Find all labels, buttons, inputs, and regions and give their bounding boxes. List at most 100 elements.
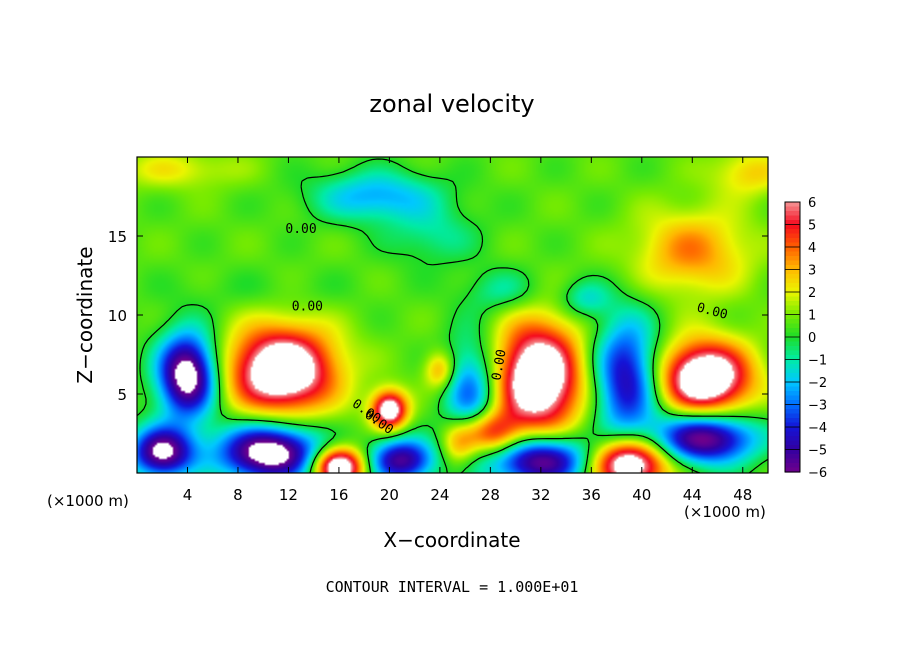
- colorbar-swatch: [785, 368, 800, 374]
- colorbar-swatch: [785, 409, 800, 415]
- colorbar-swatch: [785, 220, 800, 226]
- colorbar-swatch: [785, 296, 800, 302]
- colorbar-swatch: [785, 278, 800, 284]
- colorbar-swatch: [785, 247, 800, 253]
- colorbar-swatch: [785, 260, 800, 266]
- x-tick-label: 40: [632, 486, 651, 504]
- colorbar-swatch: [785, 224, 800, 230]
- colorbar-swatch: [785, 364, 800, 370]
- x-tick-label: 16: [329, 486, 348, 504]
- colorbar-tick-label: 0: [808, 331, 816, 346]
- colorbar-swatch: [785, 319, 800, 325]
- colorbar-swatch: [785, 274, 800, 280]
- colorbar-swatch: [785, 283, 800, 289]
- velocity-heatmap: [137, 157, 768, 473]
- y-tick-label: 15: [108, 228, 127, 246]
- colorbar-tick-label: −5: [808, 444, 827, 459]
- colorbar-swatch: [785, 233, 800, 239]
- colorbar-tick-label: 1: [808, 309, 816, 324]
- colorbar-swatch: [785, 256, 800, 262]
- colorbar: 6 5 4 3 2 1 0 −1 −2 −3 −4 −5 −6: [784, 196, 827, 481]
- x-tick-label: 4: [183, 486, 193, 504]
- colorbar-swatch: [785, 238, 800, 244]
- zero-contours: [137, 158, 768, 473]
- colorbar-swatch: [785, 463, 800, 469]
- colorbar-swatch: [785, 454, 800, 460]
- colorbar-swatch: [785, 301, 800, 307]
- colorbar-swatch: [785, 377, 800, 383]
- colorbar-swatch: [785, 310, 800, 316]
- colorbar-tick-label: −1: [808, 354, 827, 369]
- y-tick-label: 10: [108, 307, 127, 325]
- x-tick-label: 8: [233, 486, 243, 504]
- colorbar-swatch: [785, 373, 800, 379]
- x-tick-label: 36: [582, 486, 601, 504]
- colorbar-swatch: [785, 265, 800, 271]
- contour-label: 0.00: [489, 348, 509, 381]
- colorbar-swatch: [785, 206, 800, 212]
- colorbar-swatch: [785, 215, 800, 221]
- colorbar-swatch: [785, 346, 800, 352]
- x-tick-label: 28: [481, 486, 500, 504]
- colorbar-tick-label: −6: [808, 466, 827, 481]
- colorbar-tick-label: 4: [808, 241, 816, 256]
- colorbar-swatch: [785, 202, 800, 208]
- colorbar-swatch: [785, 413, 800, 419]
- y-tick-label: 5: [117, 386, 127, 404]
- colorbar-tick-label: 5: [808, 219, 816, 234]
- x-tick-label: 12: [279, 486, 298, 504]
- colorbar-swatch: [785, 436, 800, 442]
- colorbar-swatch: [785, 328, 800, 334]
- colorbar-swatch: [785, 427, 800, 433]
- colorbar-swatch: [785, 404, 800, 410]
- colorbar-swatch: [785, 323, 800, 329]
- x-axis-label: X−coordinate: [383, 528, 520, 552]
- colorbar-swatch: [785, 251, 800, 257]
- x-axis-ticks: 4 8 12 16 20 24 28 32 36 40 44 48: [183, 157, 752, 504]
- colorbar-swatch: [785, 440, 800, 446]
- colorbar-swatch: [785, 359, 800, 365]
- colorbar-swatch: [785, 314, 800, 320]
- x-tick-label: 48: [733, 486, 752, 504]
- y-axis-label: Z−coordinate: [73, 246, 97, 383]
- contour-label: 0.00: [285, 222, 316, 237]
- colorbar-swatch: [785, 229, 800, 235]
- colorbar-swatch: [785, 211, 800, 217]
- colorbar-swatch: [785, 337, 800, 343]
- zero-contour-line: [137, 158, 768, 473]
- x-tick-label: 24: [430, 486, 449, 504]
- colorbar-swatch: [785, 467, 800, 473]
- colorbar-tick-label: 3: [808, 264, 816, 279]
- colorbar-swatch: [785, 350, 800, 356]
- colorbar-swatch: [785, 400, 800, 406]
- colorbar-tick-label: 2: [808, 286, 816, 301]
- colorbar-swatch: [785, 395, 800, 401]
- colorbar-tick-label: 6: [808, 196, 816, 211]
- colorbar-swatch: [785, 269, 800, 275]
- colorbar-tick-label: −2: [808, 376, 827, 391]
- colorbar-swatch: [785, 242, 800, 248]
- x-tick-label: 44: [683, 486, 702, 504]
- x-tick-label: 20: [380, 486, 399, 504]
- colorbar-swatch: [785, 431, 800, 437]
- colorbar-swatch: [785, 355, 800, 361]
- colorbar-swatch: [785, 382, 800, 388]
- colorbar-swatch: [785, 386, 800, 392]
- plot-area: [137, 157, 768, 473]
- colorbar-swatch: [785, 458, 800, 464]
- colorbar-swatch: [785, 449, 800, 455]
- colorbar-swatch: [785, 305, 800, 311]
- colorbar-swatch: [785, 287, 800, 293]
- colorbar-tick-label: −3: [808, 399, 827, 414]
- colorbar-swatch: [785, 341, 800, 347]
- colorbar-swatch: [785, 422, 800, 428]
- colorbar-swatch: [785, 445, 800, 451]
- colorbar-swatch: [785, 391, 800, 397]
- x-unit-right: (×1000 m): [684, 503, 766, 521]
- contour-label: 0.00: [292, 299, 323, 314]
- x-unit-left: (×1000 m): [47, 492, 129, 510]
- y-axis-ticks: 5 10 15: [108, 228, 768, 404]
- colorbar-swatch: [785, 292, 800, 298]
- x-tick-label: 32: [531, 486, 550, 504]
